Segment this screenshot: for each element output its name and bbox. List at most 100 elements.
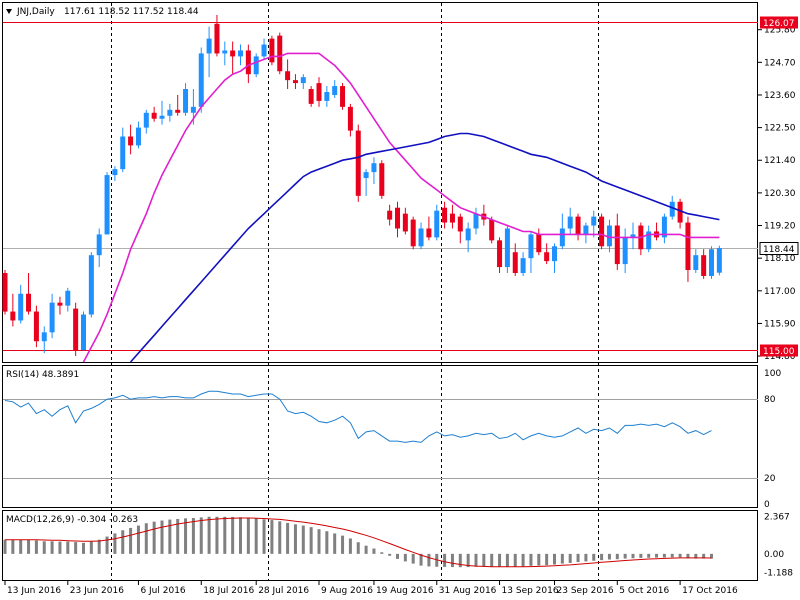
- macd-histogram-bar: [293, 524, 297, 554]
- chart-header[interactable]: JNJ,Daily 117.61 118.52 117.52 118.44: [6, 7, 199, 17]
- candle-body: [379, 163, 385, 196]
- candle-body: [418, 228, 424, 247]
- candle-body: [402, 213, 408, 232]
- price-y-axis: 125.80 124.70 123.60 122.50 121.40 120.30 119.…: [758, 26, 796, 362]
- macd-histogram-bar: [521, 553, 525, 567]
- candle-body: [292, 80, 298, 84]
- candle-body: [434, 210, 440, 238]
- triangle-down-icon[interactable]: [6, 9, 12, 14]
- macd-histogram-bar: [419, 553, 423, 566]
- rsi-tick-label: 20: [764, 474, 776, 484]
- macd-histogram-bar: [403, 553, 407, 562]
- level-price-tag: [760, 344, 798, 357]
- macd-histogram-bar: [317, 529, 321, 554]
- candle-body: [465, 228, 471, 241]
- time-tick-label: 6 Jul 2016: [140, 586, 185, 596]
- candle-body: [661, 216, 667, 238]
- candle-body: [120, 136, 126, 170]
- candle-body: [677, 201, 683, 223]
- time-tick-label: 23 Sep 2016: [557, 586, 614, 596]
- candle-body: [159, 115, 165, 119]
- macd-histogram-bar: [184, 518, 188, 554]
- slow-moving-average-line: [129, 132, 720, 363]
- candle-body: [324, 92, 330, 101]
- candle-body: [112, 169, 118, 176]
- candle-body: [190, 106, 196, 113]
- candle-body: [316, 83, 322, 101]
- macd-histogram-bar: [3, 539, 7, 554]
- price-tick-label: 114.80: [764, 352, 796, 362]
- macd-histogram-bar: [474, 553, 478, 567]
- macd-histogram-bar: [286, 522, 290, 554]
- macd-histogram-bar: [113, 533, 117, 554]
- macd-histogram-bar: [568, 553, 572, 563]
- macd-title: MACD(12,26,9) -0.304 -0.263: [6, 515, 138, 525]
- candle-body: [167, 109, 173, 116]
- candle-body: [81, 314, 86, 351]
- candle-body: [88, 255, 94, 315]
- macd-histogram-bar: [301, 525, 305, 554]
- macd-histogram-bar: [325, 531, 329, 554]
- candle-body: [489, 219, 495, 241]
- macd-histogram-bar: [553, 553, 556, 565]
- macd-histogram-bar: [513, 553, 517, 567]
- candle-body: [96, 234, 102, 256]
- candle-body: [261, 44, 267, 57]
- macd-histogram-bar: [309, 527, 313, 554]
- candle-body: [57, 302, 63, 306]
- macd-histogram-bar: [600, 553, 604, 561]
- macd-histogram-bar: [27, 539, 31, 554]
- macd-histogram-bar: [576, 553, 580, 563]
- candle-body: [10, 311, 16, 321]
- candle-body: [410, 219, 416, 247]
- macd-histogram-bar: [607, 553, 611, 560]
- macd-histogram-bar: [121, 530, 125, 554]
- time-tick-label: 19 Aug 2016: [376, 586, 434, 596]
- macd-histogram-bar: [615, 553, 619, 560]
- macd-indicator: 2.367 0.00 -1.188: [3, 513, 793, 579]
- macd-histogram-bar: [136, 525, 140, 554]
- price-tick-label: 120.30: [764, 189, 796, 199]
- macd-histogram-bar: [560, 553, 564, 564]
- time-tick-label: 13 Sep 2016: [502, 586, 559, 596]
- candle-body: [230, 50, 236, 57]
- candle-body: [277, 35, 283, 72]
- price-tick-label: 121.40: [764, 156, 796, 166]
- macd-histogram-bar: [396, 553, 399, 559]
- candle-body: [442, 207, 448, 223]
- macd-histogram-bar: [215, 516, 219, 554]
- candle-body: [622, 237, 628, 265]
- macd-histogram-bar: [223, 516, 227, 554]
- macd-histogram-bar: [231, 516, 235, 554]
- candle-body: [457, 216, 463, 232]
- candle-body: [614, 225, 620, 265]
- macd-histogram-bar: [647, 553, 651, 558]
- ohlc-label: 117.61 118.52 117.52 118.44: [64, 7, 199, 17]
- candle-body: [630, 234, 636, 238]
- candle-body: [33, 311, 39, 342]
- moving-average-lines: [82, 52, 720, 363]
- candle-body: [308, 89, 314, 104]
- macd-histogram-bar: [686, 553, 690, 559]
- macd-histogram-bar: [191, 518, 195, 554]
- fast-moving-average-line: [82, 52, 720, 363]
- candle-body: [591, 216, 597, 226]
- rsi-tick-label: 0: [764, 500, 770, 510]
- current-price-tag-label: 118.44: [763, 245, 795, 255]
- macd-histogram-bar: [246, 517, 250, 554]
- candle-body: [2, 272, 8, 312]
- candle-body: [347, 106, 353, 131]
- rsi-indicator: 100 80 20 0: [3, 369, 781, 510]
- price-tick-label: 125.80: [764, 26, 796, 36]
- macd-histogram-bar: [702, 553, 706, 559]
- candle-body: [646, 231, 652, 250]
- time-tick-label: 18 Jul 2016: [203, 586, 254, 596]
- macd-histogram-bar: [584, 553, 588, 562]
- price-tick-label: 115.90: [764, 319, 796, 329]
- candle-body: [214, 23, 220, 54]
- macd-histogram-bar: [97, 539, 101, 554]
- symbol-label: JNJ,Daily: [16, 7, 55, 17]
- macd-histogram-bar: [490, 553, 494, 567]
